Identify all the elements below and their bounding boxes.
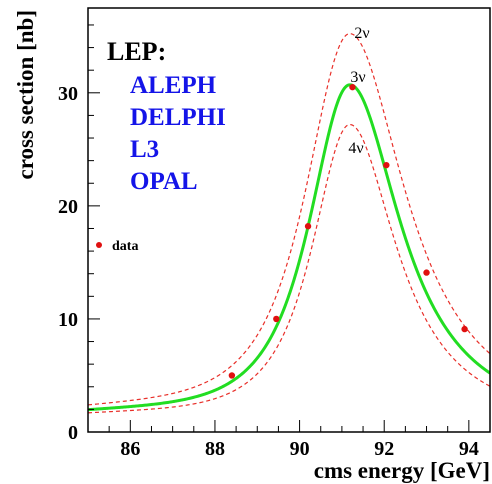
data-point-0 xyxy=(228,372,236,379)
legend-marker xyxy=(96,242,102,248)
x-tick-label: 86 xyxy=(120,438,140,460)
y-tick-label: 10 xyxy=(58,309,78,331)
x-tick-label: 90 xyxy=(290,438,310,460)
experiments-header: LEP: xyxy=(107,37,166,66)
experiment-name-2: L3 xyxy=(130,136,159,163)
y-tick-label: 0 xyxy=(68,422,78,444)
y-tick-label: 30 xyxy=(58,83,78,105)
x-tick-label: 88 xyxy=(205,438,225,460)
curves-group xyxy=(88,33,490,414)
series-label-0: 2ν xyxy=(354,25,369,42)
data-point-4 xyxy=(383,161,390,169)
experiment-name-3: OPAL xyxy=(130,168,198,195)
y-tick-label: 20 xyxy=(58,196,78,218)
x-tick-label: 94 xyxy=(459,438,479,460)
series-label-1: 3ν xyxy=(350,69,365,86)
data-point-1 xyxy=(273,315,280,323)
x-tick-label: 92 xyxy=(374,438,394,460)
series-line-1 xyxy=(88,83,490,412)
data-point-2 xyxy=(304,223,312,230)
data-point-5 xyxy=(423,269,430,276)
experiment-name-0: ALEPH xyxy=(130,72,217,99)
series-line-2 xyxy=(88,123,490,414)
data-point-6 xyxy=(461,325,468,333)
plot-frame xyxy=(87,7,491,433)
series-label-2: 4ν xyxy=(348,140,363,157)
x-axis-label: cms energy [GeV] xyxy=(314,458,490,483)
data-point-3 xyxy=(349,83,356,91)
series-line-0 xyxy=(88,33,490,406)
legend-label: data xyxy=(112,239,138,254)
experiment-name-1: DELPHI xyxy=(130,104,226,131)
y-axis-label: cross section [nb] xyxy=(13,10,38,180)
